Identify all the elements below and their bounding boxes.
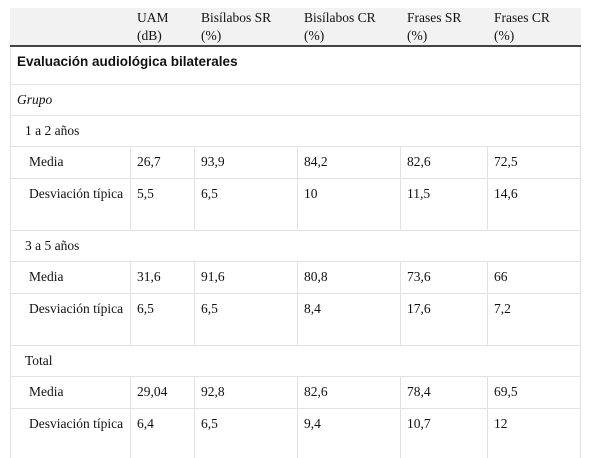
value-cell: 80,8 bbox=[297, 261, 401, 294]
row-label: Media bbox=[10, 376, 131, 409]
header-unit: (dB) bbox=[137, 28, 162, 43]
header-row: UAM (dB) Bisílabos SR (%) Bisílabos CR (%) Fra… bbox=[10, 8, 581, 47]
header-cell: UAM (dB) bbox=[130, 8, 195, 47]
header-label: Bisílabos CR bbox=[304, 10, 376, 25]
row-label: Media bbox=[10, 146, 131, 179]
value-cell: 29,04 bbox=[130, 376, 195, 409]
header-cell bbox=[10, 8, 131, 47]
table-body: Evaluación audiológica bilaterales Grupo 1… bbox=[10, 45, 581, 458]
value-cell: 6,5 bbox=[194, 178, 298, 231]
header-label: UAM bbox=[137, 10, 169, 25]
value-cell: 72,5 bbox=[487, 146, 581, 179]
value-cell: 11,5 bbox=[400, 178, 488, 231]
value-cell: 82,6 bbox=[297, 376, 401, 409]
value-cell: 6,5 bbox=[194, 293, 298, 346]
value-cell: 10 bbox=[297, 178, 401, 231]
value-cell: 12 bbox=[487, 408, 581, 458]
data-row: Media 26,7 93,9 84,2 82,6 72,5 bbox=[10, 146, 581, 179]
value-cell: 66 bbox=[487, 261, 581, 294]
value-cell: 10,7 bbox=[400, 408, 488, 458]
header-unit: (%) bbox=[494, 28, 515, 43]
header-cell: Frases CR (%) bbox=[487, 8, 581, 47]
data-row: Desviación típica 6,5 6,5 8,4 17,6 7,2 bbox=[10, 293, 581, 346]
value-cell: 14,6 bbox=[487, 178, 581, 231]
value-cell: 31,6 bbox=[130, 261, 195, 294]
data-row: Media 31,6 91,6 80,8 73,6 66 bbox=[10, 261, 581, 294]
header-unit: (%) bbox=[304, 28, 325, 43]
section-title-row: Evaluación audiológica bilaterales bbox=[10, 45, 581, 85]
value-cell: 93,9 bbox=[194, 146, 298, 179]
group-label-row: 3 a 5 años bbox=[10, 230, 581, 262]
value-cell: 6,5 bbox=[130, 293, 195, 346]
group-label-row: 1 a 2 años bbox=[10, 115, 581, 147]
row-label: Desviación típica bbox=[10, 408, 131, 458]
value-cell: 6,4 bbox=[130, 408, 195, 458]
header-cell: Frases SR (%) bbox=[400, 8, 488, 47]
row-label: Desviación típica bbox=[10, 178, 131, 231]
header-cell: Bisílabos SR (%) bbox=[194, 8, 298, 47]
value-cell: 7,2 bbox=[487, 293, 581, 346]
header-label: Frases CR bbox=[494, 10, 550, 25]
value-cell: 73,6 bbox=[400, 261, 488, 294]
value-cell: 69,5 bbox=[487, 376, 581, 409]
section-subtitle: Grupo bbox=[10, 84, 581, 116]
section-subtitle-row: Grupo bbox=[10, 84, 581, 116]
header-label: Bisílabos SR bbox=[201, 10, 272, 25]
value-cell: 92,8 bbox=[194, 376, 298, 409]
row-label: Media bbox=[10, 261, 131, 294]
data-row: Media 29,04 92,8 82,6 78,4 69,5 bbox=[10, 376, 581, 409]
value-cell: 91,6 bbox=[194, 261, 298, 294]
value-cell: 17,6 bbox=[400, 293, 488, 346]
section-title: Evaluación audiológica bilaterales bbox=[10, 45, 581, 85]
header-unit: (%) bbox=[201, 28, 222, 43]
header-label: Frases SR bbox=[407, 10, 462, 25]
value-cell: 84,2 bbox=[297, 146, 401, 179]
value-cell: 78,4 bbox=[400, 376, 488, 409]
data-row: Desviación típica 6,4 6,5 9,4 10,7 12 bbox=[10, 408, 581, 458]
row-label: Desviación típica bbox=[10, 293, 131, 346]
header-unit: (%) bbox=[407, 28, 428, 43]
group-label-row: Total bbox=[10, 345, 581, 377]
value-cell: 6,5 bbox=[194, 408, 298, 458]
data-row: Desviación típica 5,5 6,5 10 11,5 14,6 bbox=[10, 178, 581, 231]
group-label: Total bbox=[10, 345, 581, 377]
value-cell: 8,4 bbox=[297, 293, 401, 346]
group-label: 3 a 5 años bbox=[10, 230, 581, 262]
value-cell: 5,5 bbox=[130, 178, 195, 231]
value-cell: 26,7 bbox=[130, 146, 195, 179]
value-cell: 82,6 bbox=[400, 146, 488, 179]
header-cell: Bisílabos CR (%) bbox=[297, 8, 401, 47]
data-table: UAM (dB) Bisílabos SR (%) Bisílabos CR (%) Fra… bbox=[10, 8, 581, 458]
value-cell: 9,4 bbox=[297, 408, 401, 458]
group-label: 1 a 2 años bbox=[10, 115, 581, 147]
